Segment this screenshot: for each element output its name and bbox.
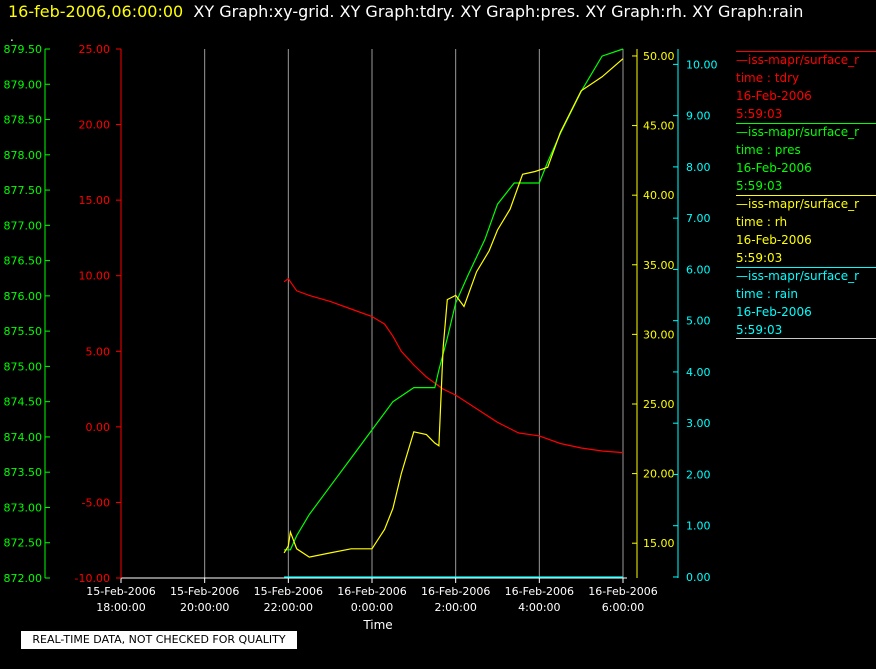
legend-line: time : rh [736, 215, 788, 229]
quality-disclaimer: REAL-TIME DATA, NOT CHECKED FOR QUALITY [21, 631, 297, 649]
x-tick-label-date: 15-Feb-2006 [86, 585, 155, 598]
legend-line: time : tdry [736, 71, 800, 85]
rh-axis-tick-label: 15.00 [643, 537, 675, 550]
rain-axis-tick-label: 4.00 [686, 366, 711, 379]
legend-line: 5:59:03 [736, 179, 783, 193]
tdry-axis-tick-label: 15.00 [79, 194, 111, 207]
x-tick-label-time: 20:00:00 [180, 601, 229, 614]
rh-axis-tick-label: 35.00 [643, 259, 675, 272]
pres-axis-tick-label: 874.50 [4, 396, 43, 409]
x-tick-label-time: 0:00:00 [351, 601, 393, 614]
x-tick-label-time: 22:00:00 [264, 601, 313, 614]
rh-series-line [283, 58, 624, 558]
x-tick-label-time: 6:00:00 [602, 601, 644, 614]
rain-axis-tick-label: 6.00 [686, 263, 711, 276]
pres-axis-tick-label: 875.50 [4, 325, 43, 338]
legend-line: 16-Feb-2006 [736, 305, 812, 319]
tdry-axis-tick-label: 0.00 [86, 421, 111, 434]
pres-axis-tick-label: 878.00 [4, 149, 43, 162]
legend-separator [736, 338, 876, 339]
x-tick-label-date: 15-Feb-2006 [254, 585, 323, 598]
legend-line: 16-Feb-2006 [736, 161, 812, 175]
rain-axis-tick-label: 1.00 [686, 520, 711, 533]
legend-header: —iss-mapr/surface_r [736, 125, 860, 139]
pres-axis-tick-label: 872.50 [4, 537, 43, 550]
header-dot: . [10, 30, 14, 44]
legend-line: time : pres [736, 143, 801, 157]
legend-line: 5:59:03 [736, 323, 783, 337]
tdry-series-line [283, 277, 624, 454]
pres-axis-tick-label: 873.00 [4, 501, 43, 514]
tdry-axis-tick-label: 25.00 [79, 43, 111, 56]
legend-separator [736, 51, 876, 52]
pres-axis-tick-label: 872.00 [4, 572, 43, 585]
legend-separator [736, 267, 876, 268]
rh-axis-tick-label: 50.00 [643, 50, 675, 63]
pres-axis-tick-label: 876.50 [4, 255, 43, 268]
x-tick-label-time: 4:00:00 [518, 601, 560, 614]
tdry-axis-tick-label: 20.00 [79, 119, 111, 132]
legend-line: time : rain [736, 287, 799, 301]
legend-separator [736, 123, 876, 124]
title-graph-list: XY Graph:xy-grid. XY Graph:tdry. XY Grap… [193, 2, 804, 21]
legend-header: —iss-mapr/surface_r [736, 269, 860, 283]
rain-axis-tick-label: 5.00 [686, 315, 711, 328]
chart-title: 16-feb-2006,06:00:00 XY Graph:xy-grid. X… [8, 2, 803, 21]
x-tick-label-date: 16-Feb-2006 [337, 585, 406, 598]
pres-axis-tick-label: 877.50 [4, 184, 43, 197]
rh-axis-tick-label: 25.00 [643, 398, 675, 411]
x-tick-label-date: 15-Feb-2006 [170, 585, 239, 598]
x-tick-label-time: 18:00:00 [96, 601, 145, 614]
rh-axis-tick-label: 30.00 [643, 328, 675, 341]
pres-axis-tick-label: 875.00 [4, 360, 43, 373]
legend-line: 16-Feb-2006 [736, 89, 812, 103]
rh-axis-tick-label: 45.00 [643, 120, 675, 133]
legend-line: 5:59:03 [736, 107, 783, 121]
x-tick-label-date: 16-Feb-2006 [421, 585, 490, 598]
tdry-axis-tick-label: 10.00 [79, 270, 111, 283]
rain-axis-tick-label: 0.00 [686, 571, 711, 584]
pres-axis-tick-label: 876.00 [4, 290, 43, 303]
pres-series-line [284, 48, 624, 551]
pres-axis-tick-label: 873.50 [4, 466, 43, 479]
pres-axis-tick-label: 877.00 [4, 219, 43, 232]
pres-axis-tick-label: 879.00 [4, 78, 43, 91]
legend-line: 5:59:03 [736, 251, 783, 265]
legend-header: —iss-mapr/surface_r [736, 53, 860, 67]
tdry-axis-tick-label: -5.00 [82, 496, 110, 509]
tdry-axis-tick-label: 5.00 [86, 345, 111, 358]
rain-axis-tick-label: 3.00 [686, 417, 711, 430]
pres-axis-tick-label: 879.50 [4, 43, 43, 56]
x-tick-label-date: 16-Feb-2006 [505, 585, 574, 598]
legend-separator [736, 195, 876, 196]
x-axis-label: Time [362, 618, 392, 632]
legend-line: 16-Feb-2006 [736, 233, 812, 247]
x-tick-label-date: 16-Feb-2006 [588, 585, 657, 598]
legend-header: —iss-mapr/surface_r [736, 197, 860, 211]
rain-axis-tick-label: 2.00 [686, 468, 711, 481]
rh-axis-tick-label: 20.00 [643, 468, 675, 481]
title-datetime: 16-feb-2006,06:00:00 [8, 2, 184, 21]
pres-axis-tick-label: 878.50 [4, 114, 43, 127]
x-tick-label-time: 2:00:00 [434, 601, 476, 614]
rain-axis-tick-label: 8.00 [686, 161, 711, 174]
rain-axis-tick-label: 10.00 [686, 58, 718, 71]
rain-axis-tick-label: 9.00 [686, 110, 711, 123]
rain-axis-tick-label: 7.00 [686, 212, 711, 225]
tdry-axis-tick-label: -10.00 [75, 572, 110, 585]
pres-axis-tick-label: 874.00 [4, 431, 43, 444]
rh-axis-tick-label: 40.00 [643, 189, 675, 202]
